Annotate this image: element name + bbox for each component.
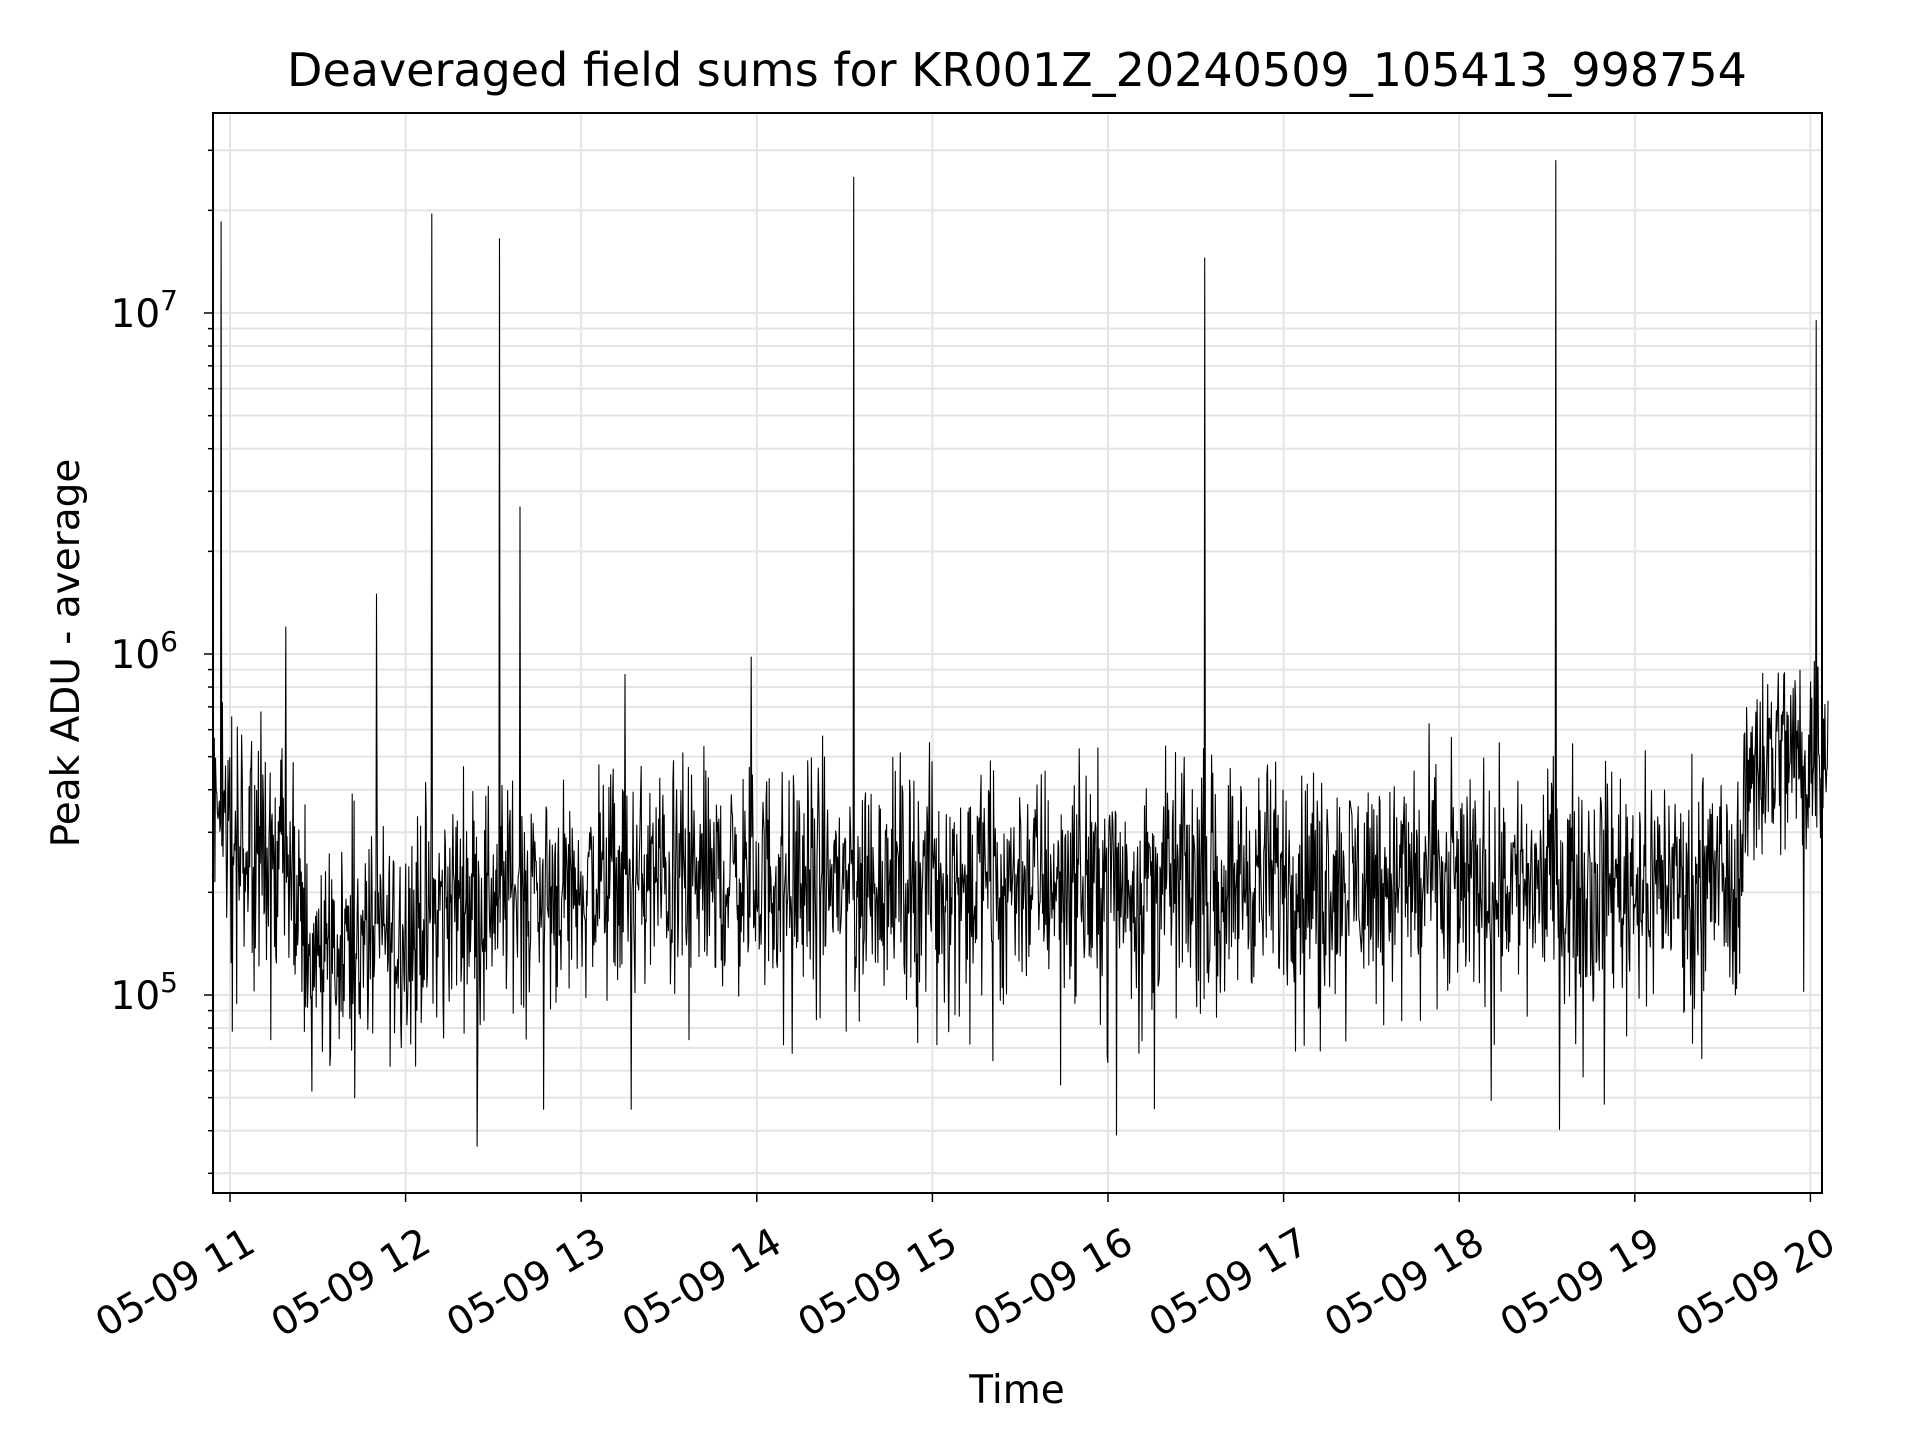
- x-tick-label: 05-09 15: [791, 1220, 965, 1347]
- y-axis-label: Peak ADU - average: [44, 459, 89, 848]
- series-line: [211, 159, 1829, 1147]
- x-axis-label: Time: [968, 1368, 1064, 1413]
- chart-title: Deaveraged field sums for KR001Z_2024050…: [287, 43, 1747, 97]
- x-tick-label: 05-09 16: [966, 1220, 1140, 1347]
- x-tick-label: 05-09 20: [1669, 1220, 1843, 1347]
- x-axis: 05-09 11 05-09 12 05-09 13 05-09 14 05-09 15…: [88, 1193, 1843, 1346]
- series-polyline: [211, 159, 1829, 1147]
- y-tick-label: 105: [111, 966, 178, 1019]
- x-tick-label: 05-09 18: [1317, 1220, 1491, 1347]
- x-tick-label: 05-09 19: [1493, 1220, 1667, 1347]
- x-tick-label: 05-09 14: [615, 1220, 789, 1347]
- x-tick-label: 05-09 17: [1142, 1220, 1316, 1347]
- y-axis: 105 106 107: [111, 149, 213, 1175]
- plot-frame: [212, 112, 1823, 1194]
- grid: [213, 113, 1822, 1193]
- y-tick-label: 107: [111, 284, 178, 337]
- x-tick-label: 05-09 12: [264, 1220, 438, 1347]
- x-tick-label: 05-09 11: [88, 1220, 262, 1347]
- x-tick-label: 05-09 13: [439, 1220, 613, 1347]
- y-tick-label: 106: [111, 625, 178, 678]
